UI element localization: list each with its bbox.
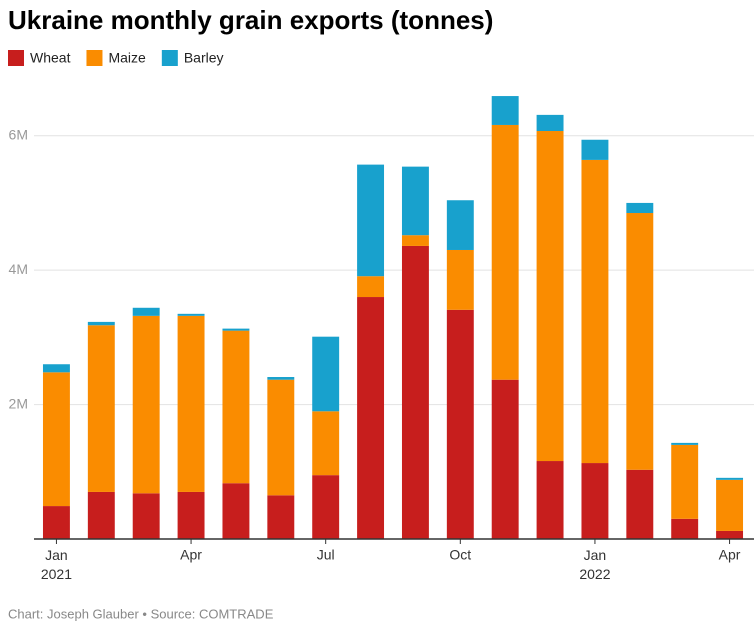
bar-segment: [42, 372, 70, 507]
bar-segment: [42, 506, 70, 539]
bar-segment: [87, 321, 115, 326]
x-tick-label: Jan 2021: [41, 547, 72, 582]
legend-swatch: [8, 50, 24, 66]
y-tick-label: 6M: [9, 126, 28, 142]
x-tick-label: Apr: [180, 547, 202, 563]
bar-segment: [267, 379, 295, 496]
x-tick-label: Jan 2022: [579, 547, 610, 582]
bar-segment: [87, 325, 115, 492]
bar-segment: [716, 477, 744, 480]
bar-segment: [177, 315, 205, 492]
bar-segment: [446, 200, 474, 250]
bar-segment: [222, 328, 250, 331]
bar-segment: [671, 442, 699, 445]
bar-segment: [222, 330, 250, 484]
x-tick-label: Oct: [449, 547, 471, 563]
chart-title: Ukraine monthly grain exports (tonnes): [8, 5, 493, 35]
legend-swatch: [86, 50, 103, 66]
x-tick-label: Jul: [317, 547, 335, 563]
bar-segment: [491, 96, 519, 125]
bar-segment: [222, 483, 250, 539]
bar-segment: [357, 276, 385, 298]
x-tick-label: Apr: [719, 547, 741, 563]
bar-segment: [716, 530, 744, 539]
bar-segment: [401, 166, 429, 236]
bar-segment: [536, 131, 564, 462]
bar-segment: [671, 518, 699, 539]
bar-segment: [401, 235, 429, 246]
bar-segment: [626, 213, 654, 470]
legend-label: Maize: [108, 50, 146, 66]
bar-segment: [626, 469, 654, 539]
source-note: Chart: Joseph Glauber • Source: COMTRADE: [8, 606, 274, 621]
y-tick-label: 4M: [9, 261, 28, 277]
bar-segment: [267, 495, 295, 539]
legend-label: Wheat: [30, 50, 71, 66]
bar-segment: [581, 139, 609, 160]
bar-segment: [671, 444, 699, 519]
bar-segment: [177, 491, 205, 539]
bar-segment: [491, 124, 519, 380]
bar-segment: [357, 297, 385, 539]
bar-segment: [132, 307, 160, 316]
bar-segment: [267, 377, 295, 380]
bar-segment: [626, 202, 654, 214]
bar-segment: [177, 313, 205, 316]
bar-segment: [581, 463, 609, 539]
bar-segment: [536, 114, 564, 132]
bar-segment: [132, 493, 160, 539]
bar-segment: [716, 479, 744, 531]
y-tick-label: 2M: [9, 395, 28, 411]
bar-segment: [312, 475, 340, 539]
bar-segment: [87, 491, 115, 539]
bar-segment: [401, 245, 429, 539]
bar-segment: [536, 461, 564, 539]
bar-segment: [132, 315, 160, 494]
bar-segment: [312, 336, 340, 412]
bar-segment: [446, 309, 474, 539]
bar-segment: [446, 249, 474, 310]
bar-segment: [357, 164, 385, 277]
bar-segment: [42, 364, 70, 373]
legend-label: Barley: [184, 50, 224, 66]
bar-segment: [312, 411, 340, 476]
legend-swatch: [161, 50, 178, 66]
bar-segment: [581, 159, 609, 464]
bar-segment: [491, 379, 519, 539]
